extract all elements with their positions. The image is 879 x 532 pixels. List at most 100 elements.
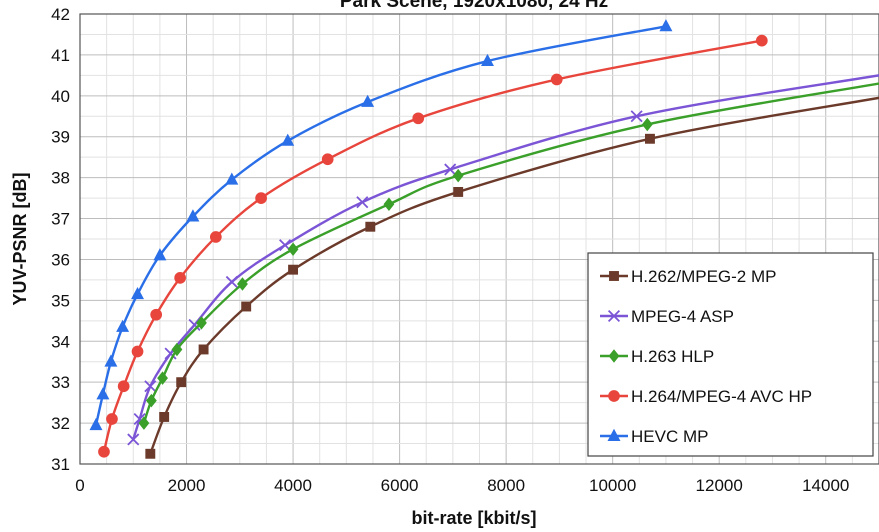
y-tick-label: 39 — [51, 128, 70, 147]
data-point — [157, 371, 168, 385]
y-tick-label: 38 — [51, 169, 70, 188]
series-0 — [145, 96, 879, 459]
data-point — [241, 301, 252, 312]
data-point — [176, 377, 187, 388]
data-point — [361, 94, 375, 107]
legend-marker — [608, 349, 620, 363]
data-point — [452, 168, 464, 183]
series-1 — [127, 74, 879, 446]
y-tick-label: 34 — [51, 332, 70, 351]
data-point — [153, 248, 167, 261]
data-point — [159, 412, 170, 422]
x-tick-label: 8000 — [487, 476, 525, 495]
data-point — [321, 153, 334, 166]
legend-marker — [609, 271, 619, 281]
data-point — [281, 133, 295, 146]
legend-box — [587, 252, 874, 457]
data-point — [127, 433, 140, 446]
y-tick-label: 32 — [51, 414, 70, 433]
data-point — [174, 272, 186, 284]
data-point — [641, 117, 653, 132]
data-point — [550, 73, 563, 86]
data-point — [630, 110, 643, 123]
data-point — [288, 264, 299, 275]
chart-title: Park Scene, 1920x1080, 24 Hz — [340, 0, 608, 12]
data-point — [237, 277, 248, 291]
x-tick-label: 10000 — [589, 476, 636, 495]
data-point — [106, 413, 118, 425]
data-point — [225, 172, 239, 185]
legend-label: H.263 HLP — [631, 347, 714, 366]
series-2 — [138, 82, 879, 430]
data-point — [98, 445, 110, 458]
x-tick-label: 6000 — [381, 476, 419, 495]
data-point — [131, 345, 144, 358]
legend-item: HEVC MP — [600, 427, 708, 446]
data-point — [198, 344, 209, 355]
y-tick-label: 33 — [51, 373, 70, 392]
legend-label: H.262/MPEG-2 MP — [631, 267, 777, 286]
series-line — [94, 25, 668, 427]
data-point — [255, 192, 267, 204]
data-point — [145, 393, 157, 408]
legend-label: HEVC MP — [631, 427, 708, 446]
data-point — [89, 417, 103, 431]
legend-item: H.263 HLP — [600, 347, 714, 366]
data-point — [144, 380, 157, 393]
data-point — [96, 387, 110, 400]
data-point — [383, 197, 395, 211]
data-point — [131, 287, 145, 300]
legend-label: H.264/MPEG-4 AVC HP — [631, 387, 812, 406]
data-point — [365, 221, 376, 232]
data-point — [145, 448, 156, 459]
data-point — [356, 196, 369, 209]
legend-item: H.264/MPEG-4 AVC HP — [600, 387, 812, 406]
data-point — [412, 112, 425, 125]
series-3 — [98, 34, 768, 458]
y-tick-label: 36 — [51, 250, 70, 269]
x-tick-label: 4000 — [274, 476, 312, 495]
x-axis-title: bit-rate [kbit/s] — [411, 508, 536, 528]
x-tick-label: 0 — [75, 476, 84, 495]
data-point — [138, 416, 150, 430]
y-tick-label: 37 — [51, 210, 70, 229]
y-tick-label: 35 — [51, 291, 70, 310]
data-point — [186, 209, 200, 222]
y-axis-ticks: 31 32 33 34 35 36 37 38 39 40 41 42 — [51, 5, 70, 474]
legend-marker — [607, 428, 621, 441]
data-point — [225, 275, 238, 288]
x-tick-label: 2000 — [168, 476, 206, 495]
series-layer — [89, 19, 879, 459]
data-point — [287, 242, 299, 256]
legend-marker — [607, 309, 621, 323]
data-point — [481, 53, 494, 66]
y-tick-label: 31 — [51, 455, 70, 474]
data-point — [150, 308, 163, 321]
data-point — [104, 354, 118, 367]
y-axis-title: YUV-PSNR [dB] — [10, 172, 30, 305]
legend: H.262/MPEG-2 MP MPEG-4 ASP H.263 HLP H.264/… — [587, 252, 874, 457]
data-point — [196, 316, 207, 330]
data-point — [659, 19, 673, 32]
data-point — [453, 187, 464, 197]
legend-item: H.262/MPEG-2 MP — [600, 267, 777, 286]
data-point — [209, 231, 222, 243]
y-tick-label: 42 — [51, 5, 70, 24]
data-point — [171, 342, 183, 357]
x-tick-label: 12000 — [696, 476, 743, 495]
legend-label: MPEG-4 ASP — [631, 307, 734, 326]
x-axis-ticks: 0 2000 4000 6000 8000 10000 12000 14000 — [75, 476, 849, 495]
data-point — [645, 133, 655, 144]
data-point — [117, 380, 130, 393]
y-tick-label: 40 — [51, 87, 70, 106]
data-point — [444, 163, 457, 176]
legend-item: MPEG-4 ASP — [600, 307, 734, 326]
y-tick-label: 41 — [51, 46, 70, 65]
series-4 — [89, 19, 673, 431]
plot-frame — [79, 13, 879, 465]
data-point — [755, 34, 768, 47]
legend-marker — [608, 390, 620, 402]
data-point — [116, 319, 130, 332]
x-tick-label: 14000 — [802, 476, 849, 495]
